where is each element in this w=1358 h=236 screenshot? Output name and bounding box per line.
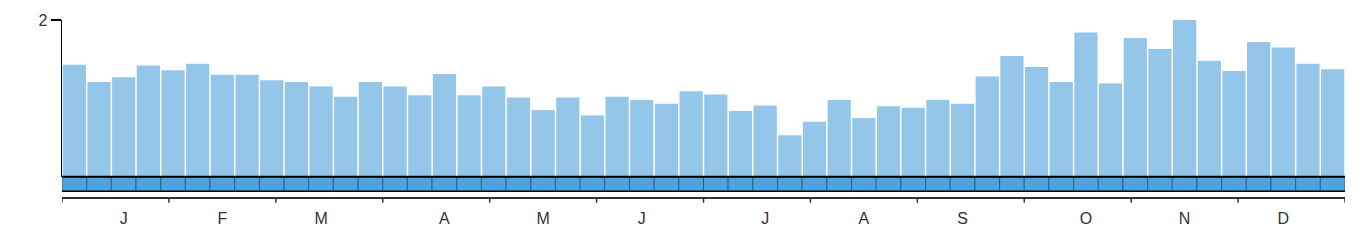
svg-text:S: S — [957, 210, 968, 227]
svg-text:A: A — [439, 210, 450, 227]
svg-text:N: N — [1179, 210, 1191, 227]
svg-text:O: O — [1080, 210, 1092, 227]
svg-text:D: D — [1278, 210, 1290, 227]
svg-text:A: A — [859, 210, 870, 227]
svg-text:2: 2 — [38, 12, 47, 29]
svg-text:J: J — [638, 210, 646, 227]
svg-text:F: F — [217, 210, 227, 227]
svg-text:M: M — [536, 210, 549, 227]
svg-text:J: J — [761, 210, 769, 227]
svg-text:J: J — [120, 210, 128, 227]
svg-text:M: M — [314, 210, 327, 227]
